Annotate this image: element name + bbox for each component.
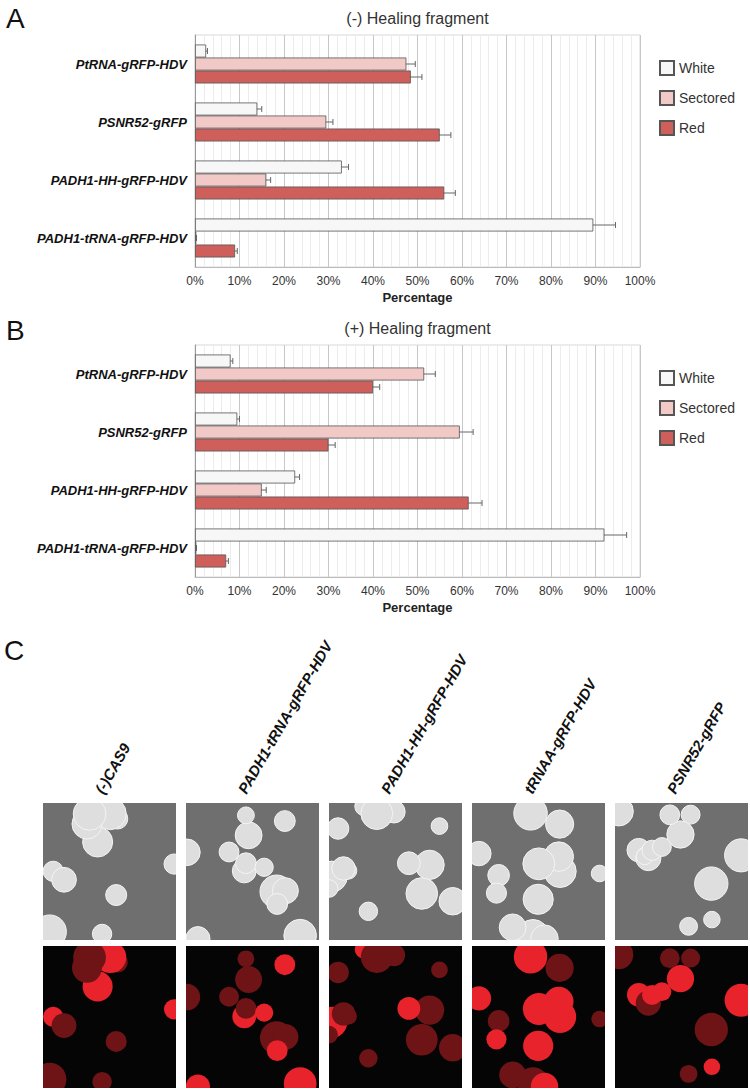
svg-text:60%: 60% (450, 274, 474, 288)
svg-text:90%: 90% (583, 584, 607, 598)
svg-text:50%: 50% (405, 584, 429, 598)
svg-text:10%: 10% (227, 274, 251, 288)
svg-text:20%: 20% (272, 584, 296, 598)
svg-text:50%: 50% (405, 274, 429, 288)
svg-text:Percentage: Percentage (382, 290, 452, 305)
svg-text:100%: 100% (625, 274, 656, 288)
svg-text:PADH1-tRNA-gRFP-HDV: PADH1-tRNA-gRFP-HDV (37, 541, 188, 556)
svg-text:20%: 20% (272, 274, 296, 288)
svg-text:10%: 10% (227, 584, 251, 598)
svg-text:Sectored: Sectored (679, 90, 735, 106)
svg-text:40%: 40% (361, 584, 385, 598)
svg-text:80%: 80% (539, 584, 563, 598)
svg-text:B: B (6, 315, 25, 346)
svg-text:PtRNA-gRFP-HDV: PtRNA-gRFP-HDV (76, 57, 189, 72)
svg-text:70%: 70% (494, 274, 518, 288)
svg-text:0%: 0% (186, 584, 204, 598)
svg-text:Sectored: Sectored (679, 400, 735, 416)
svg-text:0%: 0% (186, 274, 204, 288)
svg-text:PADH1-HH-gRFP-HDV: PADH1-HH-gRFP-HDV (51, 483, 189, 498)
svg-text:A: A (6, 3, 25, 34)
svg-text:30%: 30% (316, 584, 340, 598)
svg-text:C: C (4, 635, 24, 666)
svg-text:Percentage: Percentage (382, 600, 452, 615)
svg-text:80%: 80% (539, 274, 563, 288)
svg-text:PADH1-tRNA-gRFP-HDV: PADH1-tRNA-gRFP-HDV (37, 231, 188, 246)
svg-text:40%: 40% (361, 274, 385, 288)
svg-text:90%: 90% (583, 274, 607, 288)
svg-text:PtRNA-gRFP-HDV: PtRNA-gRFP-HDV (76, 367, 189, 382)
svg-text:70%: 70% (494, 584, 518, 598)
svg-text:Red: Red (679, 430, 705, 446)
svg-text:White: White (679, 370, 715, 386)
svg-text:60%: 60% (450, 584, 474, 598)
svg-text:tRNAA-gRFP-HDV: tRNAA-gRFP-HDV (520, 674, 600, 796)
svg-text:30%: 30% (316, 274, 340, 288)
svg-text:100%: 100% (625, 584, 656, 598)
svg-text:PSNR52-gRFP: PSNR52-gRFP (98, 425, 187, 440)
svg-text:PSNR52-gRFP: PSNR52-gRFP (98, 115, 187, 130)
svg-text:PADH1-tRNA-gRFP-HDV: PADH1-tRNA-gRFP-HDV (234, 636, 336, 796)
svg-text:(+) Healing fragment: (+) Healing fragment (344, 320, 491, 337)
svg-text:(-) Healing fragment: (-) Healing fragment (346, 10, 489, 27)
svg-text:PADH1-HH-gRFP-HDV: PADH1-HH-gRFP-HDV (51, 173, 189, 188)
svg-text:(-)CAS9: (-)CAS9 (91, 740, 134, 797)
svg-text:White: White (679, 60, 715, 76)
svg-text:PSNR52-gRFP: PSNR52-gRFP (663, 698, 729, 796)
svg-text:PADH1-HH-gRFP-HDV: PADH1-HH-gRFP-HDV (377, 650, 471, 796)
svg-text:Red: Red (679, 120, 705, 136)
